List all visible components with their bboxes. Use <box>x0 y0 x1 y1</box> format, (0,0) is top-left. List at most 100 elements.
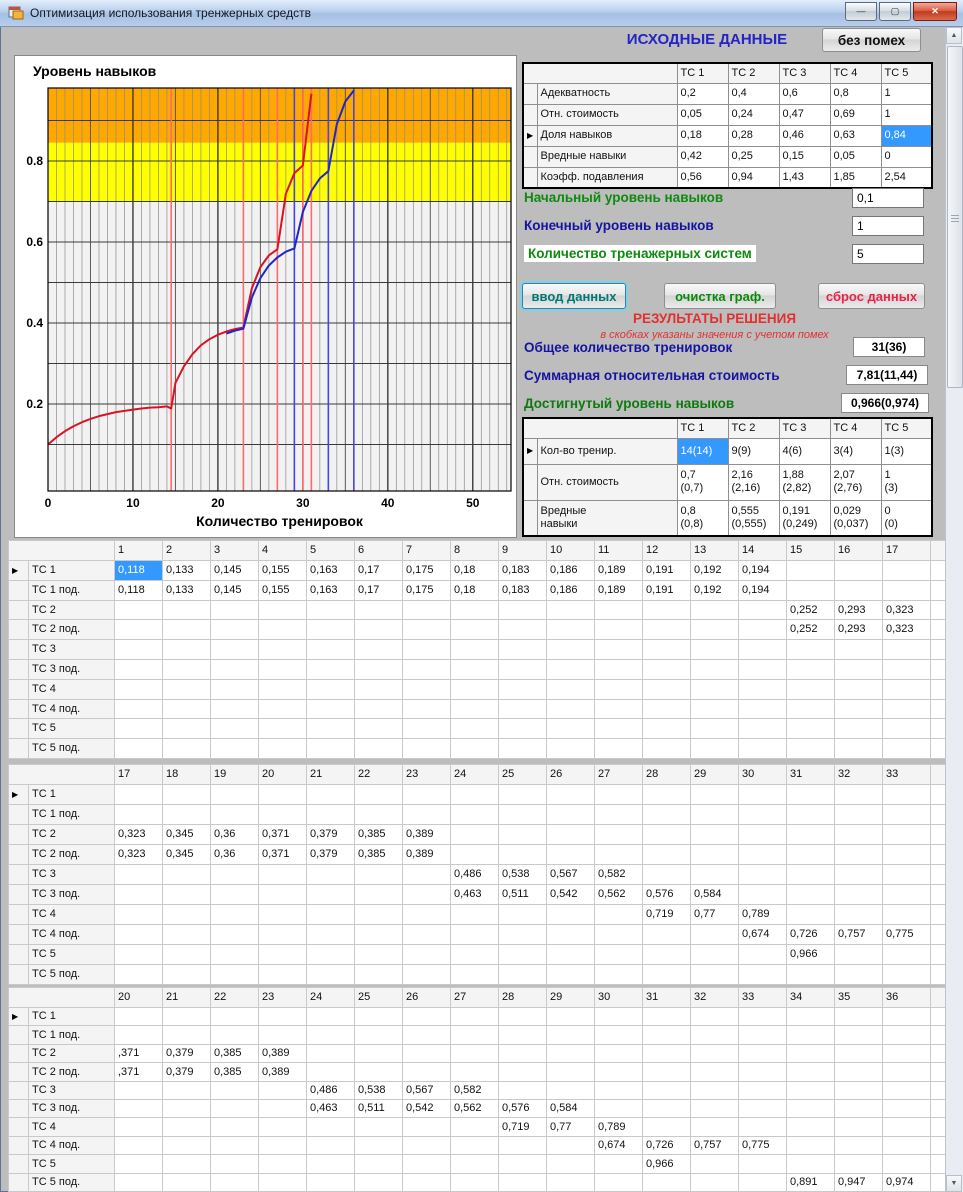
column-header[interactable]: 26 <box>403 988 451 1008</box>
grid-cell[interactable]: 0,486 <box>307 1081 355 1099</box>
clear-graph-button[interactable]: очистка граф. <box>664 283 776 309</box>
grid-cell[interactable]: 0,511 <box>499 885 547 905</box>
grid-cell[interactable] <box>835 845 883 865</box>
column-header[interactable]: 14 <box>739 541 787 561</box>
final-skill-field[interactable] <box>852 216 924 236</box>
grid-cell[interactable]: 0,757 <box>835 925 883 945</box>
grid-cell[interactable] <box>115 699 163 719</box>
row-header[interactable]: Доля навыков <box>537 125 677 146</box>
grid-cell[interactable]: 9(9) <box>728 438 779 464</box>
grid-cell[interactable] <box>883 640 931 660</box>
grid-cell[interactable] <box>307 1063 355 1081</box>
row-header[interactable]: ТС 4 <box>29 905 115 925</box>
grid-cell[interactable]: 1,85 <box>830 167 881 188</box>
grid-cell[interactable]: 0,47 <box>779 104 830 125</box>
grid-cell[interactable] <box>451 699 499 719</box>
grid-cell[interactable] <box>547 1155 595 1173</box>
column-header[interactable]: ТС 5 <box>881 418 932 438</box>
grid-cell[interactable] <box>787 1008 835 1026</box>
column-header[interactable]: 31 <box>787 765 835 785</box>
grid-cell[interactable] <box>115 600 163 620</box>
grid-cell[interactable]: 0,389 <box>403 845 451 865</box>
grid-cell[interactable] <box>691 845 739 865</box>
row-header[interactable]: Отн. стоимость <box>537 464 677 500</box>
row-header[interactable]: ТС 4 <box>29 679 115 699</box>
column-header[interactable]: ТС 4 <box>830 418 881 438</box>
grid-cell[interactable] <box>547 620 595 640</box>
grid-cell[interactable] <box>787 580 835 600</box>
grid-cell[interactable] <box>787 1136 835 1154</box>
grid-cell[interactable]: 0,145 <box>211 561 259 581</box>
grid-cell[interactable] <box>211 1081 259 1099</box>
grid-cell[interactable] <box>883 885 931 905</box>
grid-cell[interactable] <box>739 1063 787 1081</box>
column-header[interactable]: ТС 1 <box>677 63 728 83</box>
grid-cell[interactable]: 0,69 <box>830 104 881 125</box>
row-selector[interactable] <box>9 1118 29 1136</box>
grid-cell[interactable] <box>883 945 931 965</box>
grid-cell[interactable]: 0,18 <box>451 580 499 600</box>
grid-cell[interactable] <box>403 925 451 945</box>
grid-cell[interactable]: 0,726 <box>643 1136 691 1154</box>
grid-cell[interactable] <box>595 699 643 719</box>
grid-cell[interactable] <box>835 1063 883 1081</box>
grid-cell[interactable] <box>595 1173 643 1191</box>
grid-cell[interactable] <box>739 1155 787 1173</box>
row-selector[interactable] <box>9 679 29 699</box>
system-count-field[interactable] <box>852 244 924 264</box>
row-header[interactable]: Вредные навыки <box>537 500 677 536</box>
grid-cell[interactable] <box>787 1081 835 1099</box>
grid-cell[interactable] <box>163 1099 211 1117</box>
grid-cell[interactable] <box>883 825 931 845</box>
grid-cell[interactable] <box>691 1063 739 1081</box>
grid-cell[interactable] <box>883 561 931 581</box>
grid-cell[interactable] <box>499 785 547 805</box>
grid-cell[interactable]: 0,576 <box>499 1099 547 1117</box>
row-selector[interactable] <box>9 739 29 759</box>
column-header[interactable]: 12 <box>643 541 691 561</box>
grid-cell[interactable] <box>355 865 403 885</box>
grid-cell[interactable] <box>451 1155 499 1173</box>
grid-cell[interactable] <box>835 739 883 759</box>
grid-cell[interactable] <box>211 1118 259 1136</box>
grid-cell[interactable] <box>883 1155 931 1173</box>
grid-cell[interactable]: 0,189 <box>595 580 643 600</box>
column-header[interactable]: 20 <box>259 765 307 785</box>
grid-cell[interactable] <box>499 1026 547 1044</box>
grid-cell[interactable]: 0,674 <box>739 925 787 945</box>
grid-cell[interactable] <box>547 925 595 945</box>
grid-cell[interactable]: 0,789 <box>595 1118 643 1136</box>
grid-cell[interactable] <box>355 640 403 660</box>
grid-cell[interactable] <box>691 1081 739 1099</box>
grid-cell[interactable] <box>643 965 691 985</box>
row-selector[interactable] <box>9 600 29 620</box>
grid-cell[interactable]: 0,293 <box>835 620 883 640</box>
grid-cell[interactable] <box>355 925 403 945</box>
grid-cell[interactable] <box>835 1026 883 1044</box>
grid-cell[interactable] <box>307 1008 355 1026</box>
grid-cell[interactable] <box>835 659 883 679</box>
enter-data-button[interactable]: ввод данных <box>522 283 626 309</box>
grid-cell[interactable]: 0,25 <box>728 146 779 167</box>
grid-cell[interactable] <box>451 1008 499 1026</box>
grid-cell[interactable] <box>787 865 835 885</box>
grid-cell[interactable] <box>403 640 451 660</box>
grid-cell[interactable] <box>787 719 835 739</box>
grid-cell[interactable]: 0,15 <box>779 146 830 167</box>
grid-cell[interactable] <box>499 965 547 985</box>
row-selector[interactable] <box>9 1099 29 1117</box>
grid-cell[interactable] <box>739 785 787 805</box>
grid-cell[interactable] <box>163 925 211 945</box>
grid-cell[interactable] <box>835 561 883 581</box>
grid-cell[interactable] <box>451 905 499 925</box>
grid-cell[interactable] <box>259 640 307 660</box>
grid-cell[interactable] <box>835 825 883 845</box>
grid-cell[interactable] <box>499 925 547 945</box>
grid-cell[interactable] <box>547 699 595 719</box>
column-header[interactable]: 31 <box>643 988 691 1008</box>
grid-cell[interactable] <box>115 945 163 965</box>
grid-cell[interactable]: 0,36 <box>211 845 259 865</box>
maximize-button[interactable]: ▢ <box>879 2 911 21</box>
grid-cell[interactable]: 0,4 <box>728 83 779 104</box>
grid-cell[interactable] <box>739 845 787 865</box>
